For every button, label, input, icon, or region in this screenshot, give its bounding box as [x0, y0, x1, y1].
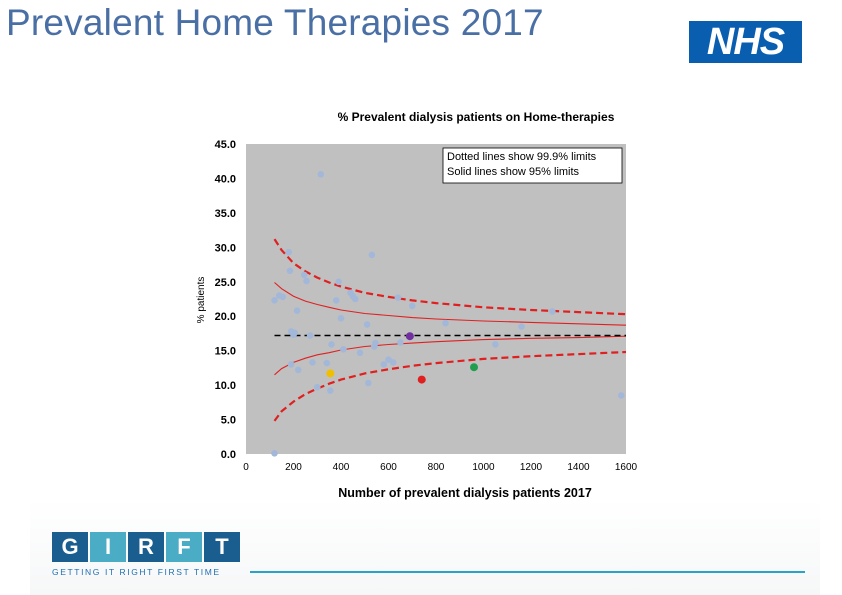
data-point: [291, 329, 298, 337]
y-tick-label: 25.0: [215, 277, 236, 289]
plot-area: [246, 144, 626, 454]
y-tick-label: 10.0: [215, 380, 236, 392]
y-axis-label: % patients: [196, 277, 207, 324]
girft-tagline: GETTING IT RIGHT FIRST TIME: [52, 567, 221, 577]
limits-note: Dotted lines show 99.9% limits Solid lin…: [442, 147, 623, 184]
data-point: [356, 349, 364, 357]
data-point: [300, 271, 308, 279]
data-point: [549, 308, 556, 315]
data-point: [279, 293, 287, 301]
limits-note-line-2: Solid lines show 95% limits: [447, 166, 580, 178]
data-points: [271, 171, 625, 457]
nhs-logo: NHS: [689, 21, 802, 63]
highlighted-data-point: [326, 369, 335, 378]
data-point: [306, 332, 314, 339]
x-tick-label: 400: [333, 462, 350, 473]
data-point: [340, 345, 347, 353]
upper-99-9-limit: [273, 238, 627, 316]
data-point: [492, 341, 499, 348]
data-point: [309, 359, 316, 366]
girft-letter-f: F: [166, 532, 202, 562]
y-tick-label: 20.0: [215, 311, 236, 323]
data-point: [303, 277, 310, 285]
axes: 0.0 5.0 10.0 15.0 20.0 25.0 30.0 35.0 40.0 45.0 0 2…: [215, 139, 638, 473]
highlighted-data-point: [417, 375, 426, 384]
data-point: [293, 307, 301, 315]
girft-letter-g: G: [52, 532, 88, 562]
limits-note-line-1: Dotted lines show 99.9% limits: [447, 151, 597, 163]
y-tick-label: 35.0: [215, 208, 236, 220]
highlighted-data-point: [470, 363, 478, 372]
x-tick-label: 1400: [567, 462, 590, 473]
data-point: [271, 297, 278, 304]
data-point: [335, 278, 342, 286]
y-tick-label: 40.0: [215, 173, 236, 185]
y-tick-label: 0.0: [221, 449, 236, 461]
lower-99-9-limit: [273, 350, 627, 422]
data-point: [271, 450, 278, 457]
lower-95-limit: [274, 335, 627, 376]
slide-title: Prevalent Home Therapies 2017: [6, 2, 544, 43]
y-tick-label: 15.0: [215, 346, 236, 358]
data-point: [294, 366, 302, 374]
data-point: [368, 251, 376, 259]
x-tick-label: 0: [243, 462, 249, 473]
girft-letter-t: T: [204, 532, 240, 562]
data-point: [332, 297, 340, 304]
data-point: [389, 359, 397, 366]
data-point: [397, 339, 404, 346]
data-point: [372, 339, 379, 347]
data-point: [518, 323, 525, 330]
data-point: [442, 319, 449, 327]
data-point: [394, 294, 402, 301]
data-point: [327, 387, 334, 394]
x-tick-label: 1600: [615, 462, 638, 473]
girft-letter-r: R: [128, 532, 164, 562]
data-point: [287, 361, 295, 368]
x-axis-label: Number of prevalent dialysis patients 20…: [338, 486, 592, 500]
chart-title: % Prevalent dialysis patients on Home-th…: [338, 110, 615, 124]
y-tick-label: 5.0: [221, 415, 236, 427]
data-point: [313, 383, 321, 391]
highlighted-data-point: [405, 332, 414, 341]
data-point: [337, 314, 345, 322]
data-point: [408, 302, 416, 310]
data-point: [351, 295, 359, 303]
x-tick-label: 1200: [520, 462, 543, 473]
control-limits: [273, 238, 627, 422]
data-point: [380, 361, 388, 368]
data-point: [328, 341, 335, 348]
upper-95-limit: [274, 282, 627, 326]
girft-letter-i: I: [90, 532, 126, 562]
data-point: [286, 267, 294, 275]
footer-rule: [250, 571, 805, 573]
x-tick-label: 800: [428, 462, 445, 473]
data-point: [323, 359, 331, 367]
x-tick-label: 1000: [472, 462, 495, 473]
data-point: [365, 379, 372, 387]
data-point: [317, 171, 325, 178]
x-tick-label: 200: [285, 462, 302, 473]
y-tick-label: 45.0: [215, 139, 236, 151]
x-tick-label: 600: [380, 462, 397, 473]
y-tick-label: 30.0: [215, 242, 236, 254]
data-point: [285, 248, 293, 256]
data-point: [363, 321, 371, 328]
data-point: [617, 392, 625, 399]
